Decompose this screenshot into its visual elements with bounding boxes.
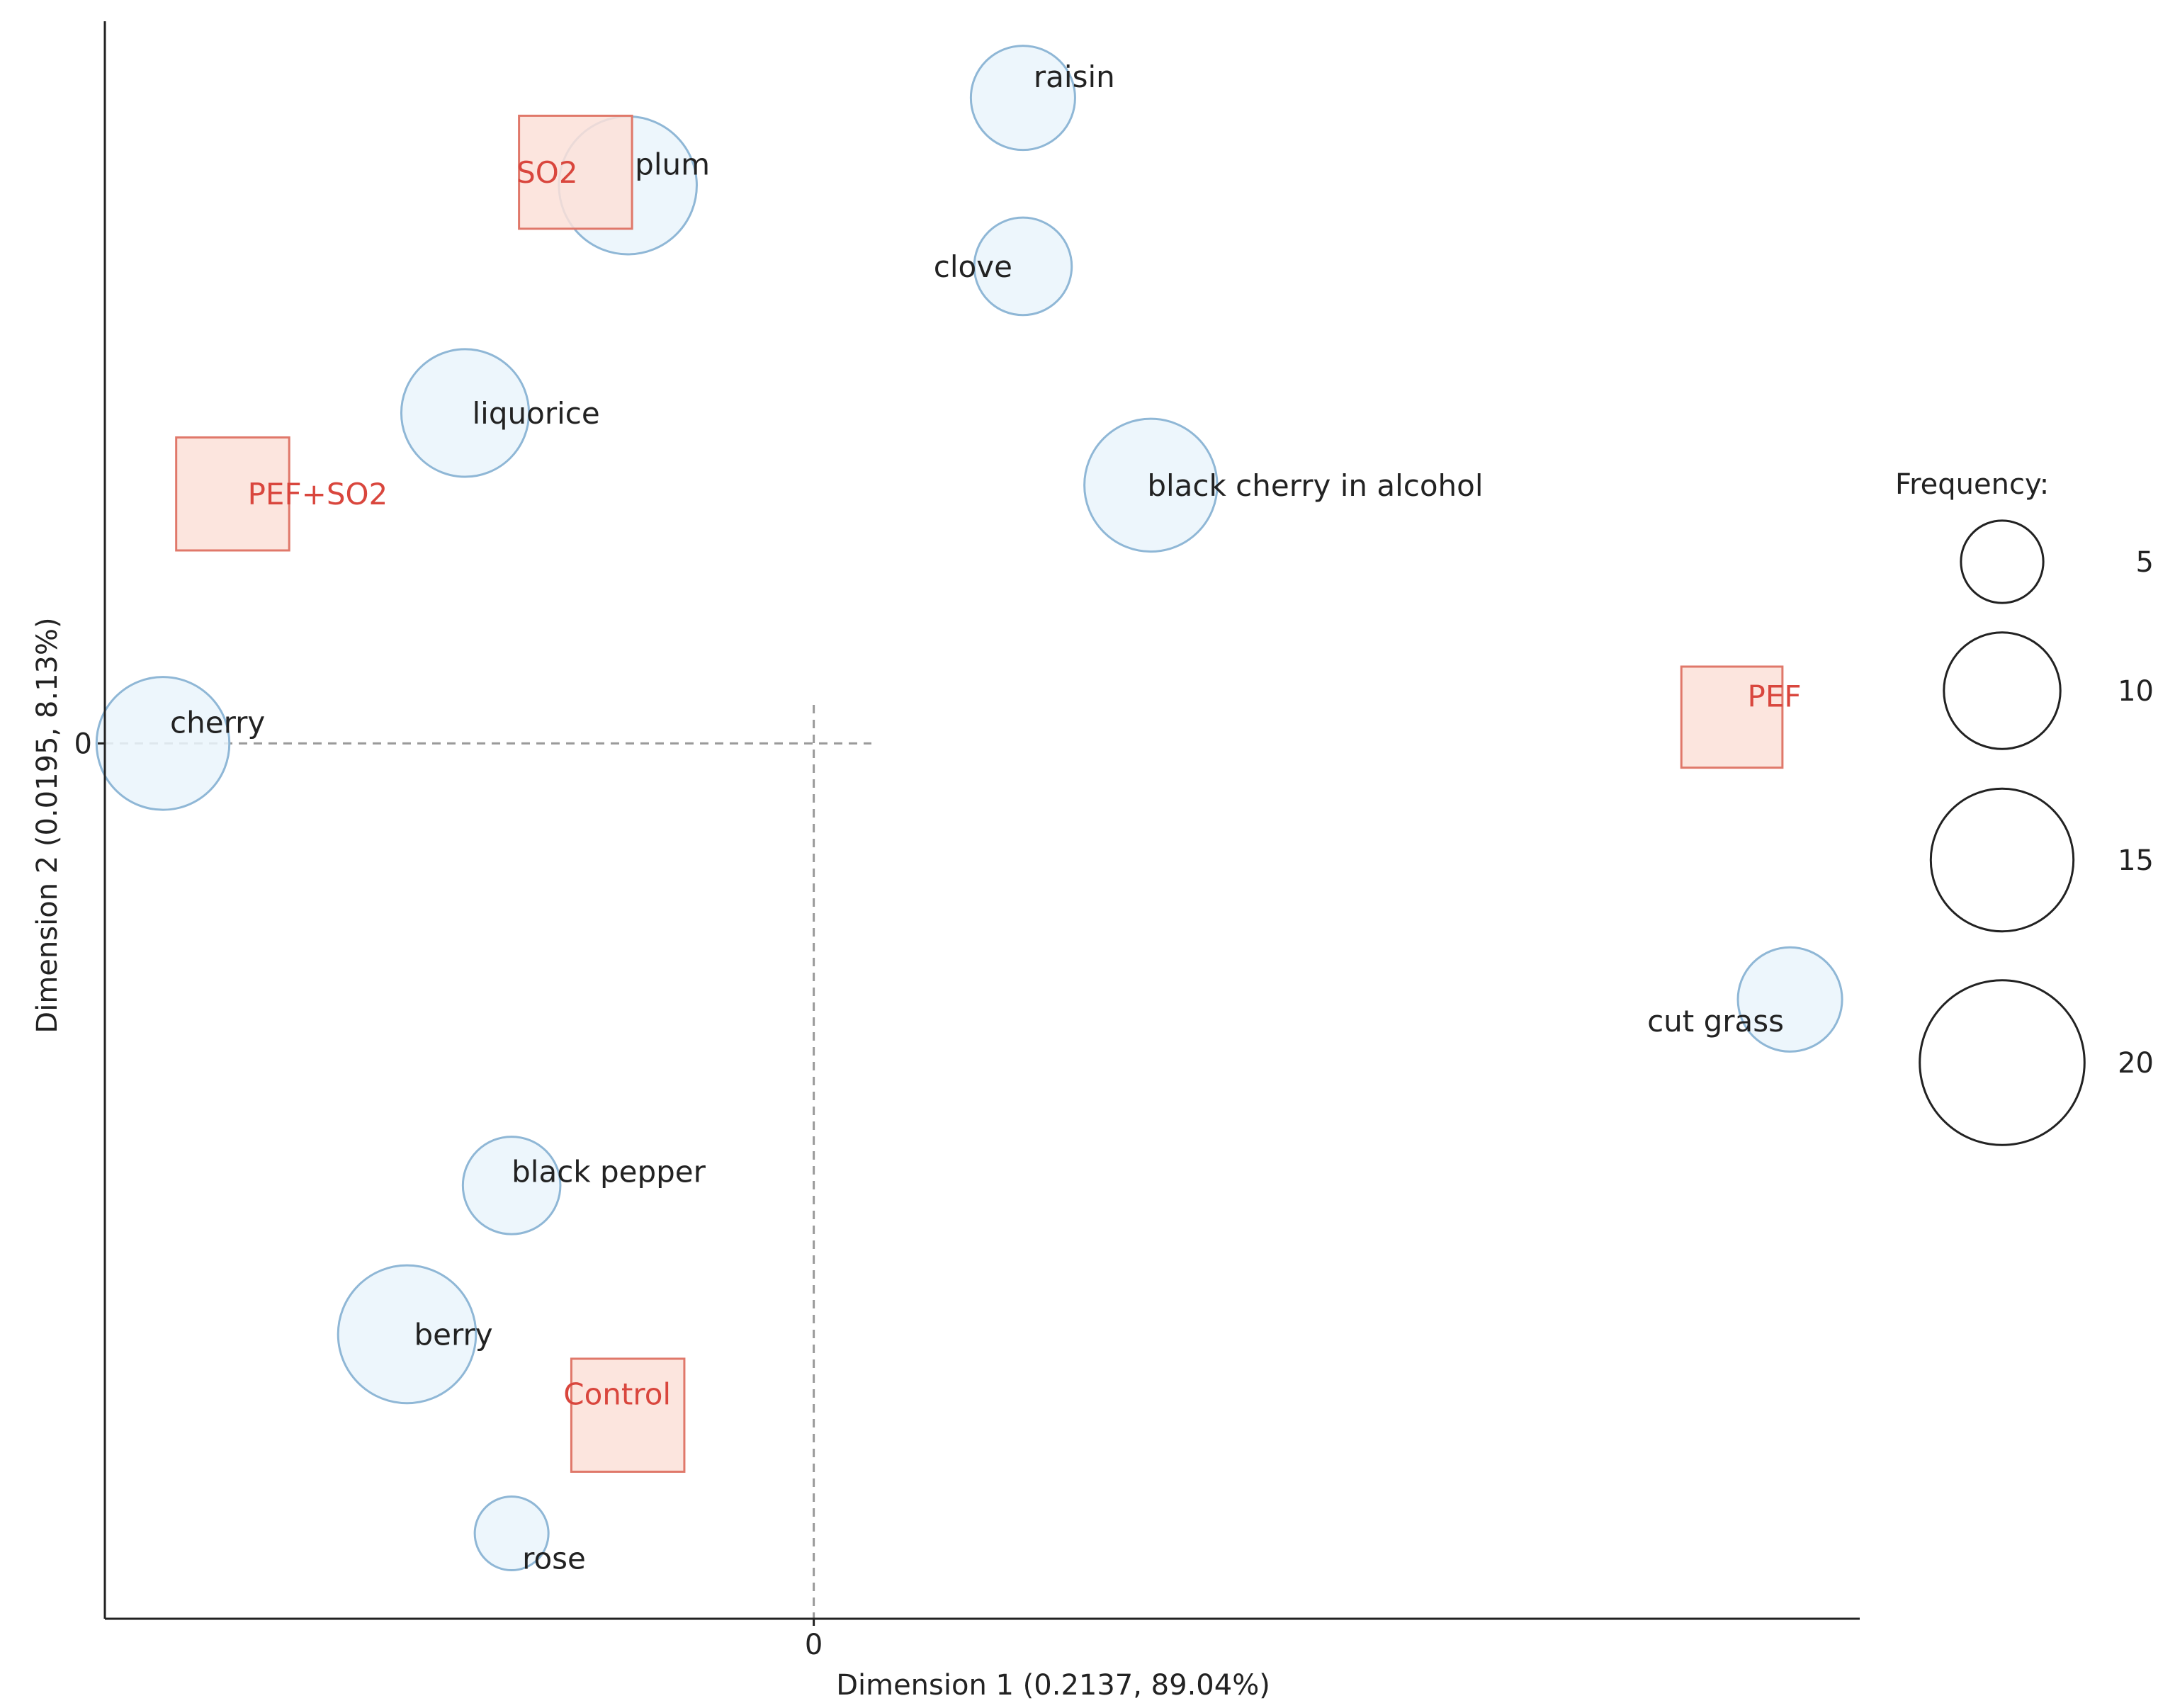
- attribute-label-liquorice: liquorice: [473, 396, 600, 431]
- treatment-label-so2: SO2: [516, 155, 577, 190]
- attribute-label-black-pepper: black pepper: [512, 1154, 706, 1189]
- attribute-label-cherry: cherry: [170, 705, 265, 740]
- y-tick-label: 0: [74, 728, 92, 760]
- legend-circle-10: [1943, 631, 2062, 750]
- attribute-point-berry: [337, 1264, 478, 1405]
- legend-circle-15: [1929, 787, 2075, 933]
- attribute-point-raisin: [969, 45, 1076, 152]
- attribute-label-berry: berry: [414, 1317, 493, 1352]
- attribute-label-plum: plum: [635, 147, 710, 182]
- attribute-point-black-cherry-in-alcohol: [1083, 417, 1219, 553]
- attribute-point-cut-grass: [1736, 946, 1843, 1053]
- legend-label-15: 15: [2118, 844, 2154, 877]
- attribute-label-black-cherry-in-alcohol: black cherry in alcohol: [1147, 468, 1483, 503]
- treatment-point-so2: [518, 114, 633, 230]
- legend-circle-5: [1960, 519, 2045, 604]
- axes: Dimension 1 (0.2137, 89.04%) Dimension 2…: [31, 21, 1860, 1702]
- legend-circle-20: [1919, 979, 2086, 1146]
- attribute-point-liquorice: [400, 348, 531, 478]
- treatment-label-pef: PEF: [1748, 679, 1802, 713]
- attribute-label-clove: clove: [934, 249, 1012, 284]
- attribute-label-cut-grass: cut grass: [1647, 1004, 1784, 1039]
- treatment-label-control: Control: [563, 1377, 671, 1412]
- treatment-label-pef-so2: PEF+SO2: [248, 477, 388, 511]
- attribute-point-cherry: [95, 676, 231, 811]
- x-axis-title: Dimension 1 (0.2137, 89.04%): [836, 1669, 1270, 1702]
- legend-label-10: 10: [2118, 675, 2154, 708]
- x-tick-label: 0: [805, 1629, 823, 1661]
- attribute-label-rose: rose: [522, 1542, 586, 1576]
- treatment-point-pef-so2: [175, 436, 290, 552]
- attribute-point-clove: [973, 216, 1073, 317]
- treatment-point-control: [570, 1357, 686, 1473]
- legend-title: Frequency:: [1895, 468, 2049, 501]
- legend-label-5: 5: [2136, 546, 2154, 579]
- attribute-point-rose: [473, 1495, 550, 1572]
- treatment-point-pef: [1680, 665, 1784, 769]
- frequency-legend: Frequency: 5 10 15 20: [1895, 468, 2154, 1146]
- legend-label-20: 20: [2118, 1047, 2154, 1080]
- attribute-point-black-pepper: [461, 1136, 562, 1235]
- y-axis-title: Dimension 2 (0.0195, 8.13%): [31, 617, 64, 1033]
- attribute-label-raisin: raisin: [1034, 60, 1115, 94]
- plot-area: raisin plum clove liquorice black cherry in …: [95, 45, 1843, 1619]
